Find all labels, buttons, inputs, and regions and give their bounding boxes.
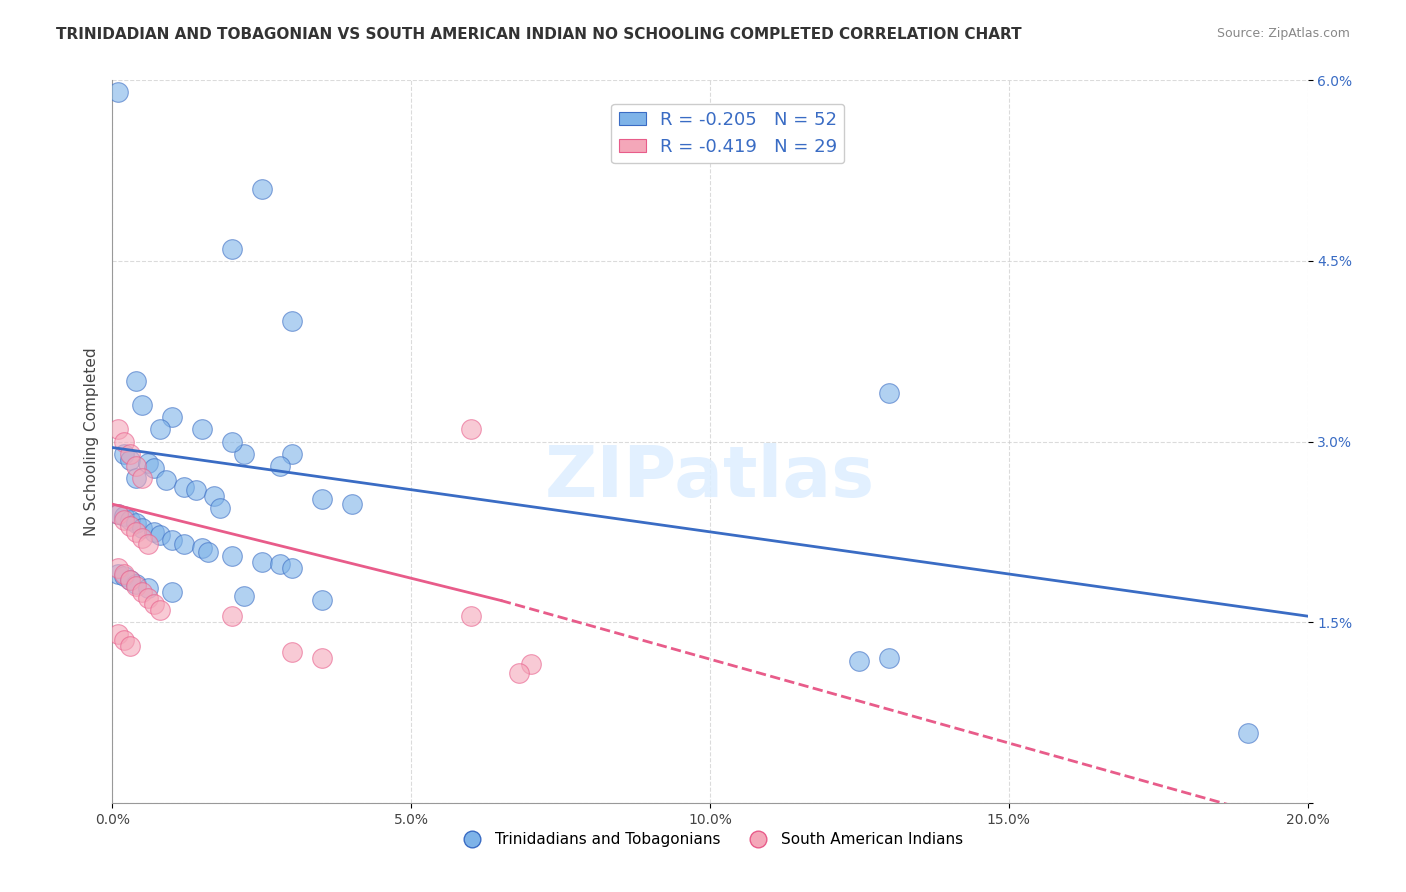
Point [131,398,153,412]
Point [250,182,273,196]
Point [125,374,148,388]
Point [879,386,901,401]
Point [149,422,172,436]
Point [125,576,148,591]
Point [233,446,256,460]
Point [125,579,148,593]
Y-axis label: No Schooling Completed: No Schooling Completed [83,347,98,536]
Point [114,633,135,648]
Point [120,639,142,653]
Point [221,242,243,256]
Point [125,470,148,484]
Point [143,461,166,475]
Point [120,573,142,587]
Text: ZIPatlas: ZIPatlas [546,443,875,512]
Point [162,585,183,599]
Point [281,446,304,460]
Point [269,558,291,572]
Point [120,446,142,460]
Point [107,86,129,100]
Point [508,665,530,680]
Point [162,410,183,425]
Point [202,489,225,503]
Point [186,483,208,497]
Point [120,518,142,533]
Point [173,537,195,551]
Point [131,470,153,484]
Text: TRINIDADIAN AND TOBAGONIAN VS SOUTH AMERICAN INDIAN NO SCHOOLING COMPLETED CORRE: TRINIDADIAN AND TOBAGONIAN VS SOUTH AMER… [56,27,1022,42]
Point [281,314,304,328]
Point [340,497,363,511]
Point [209,500,232,515]
Point [107,627,129,641]
Point [143,597,166,611]
Point [848,654,870,668]
Point [131,521,153,535]
Point [107,567,129,582]
Point [120,452,142,467]
Point [138,537,160,551]
Legend: Trinidadians and Tobagonians, South American Indians: Trinidadians and Tobagonians, South Amer… [450,826,970,853]
Point [107,507,129,521]
Point [311,492,333,507]
Point [149,528,172,542]
Point [221,434,243,449]
Point [250,555,273,569]
Point [125,516,148,531]
Point [520,657,543,672]
Point [138,591,160,605]
Point [460,422,482,436]
Point [120,513,142,527]
Point [120,573,142,587]
Point [311,593,333,607]
Point [197,545,219,559]
Point [221,609,243,624]
Point [311,651,333,665]
Point [269,458,291,473]
Point [107,507,129,521]
Point [131,531,153,545]
Point [460,609,482,624]
Point [149,603,172,617]
Point [107,422,129,436]
Point [138,456,160,470]
Point [233,589,256,603]
Point [162,533,183,548]
Text: Source: ZipAtlas.com: Source: ZipAtlas.com [1216,27,1350,40]
Point [191,541,214,555]
Point [173,480,195,494]
Point [143,524,166,539]
Point [138,582,160,596]
Point [114,567,135,582]
Point [191,422,214,436]
Point [114,509,135,524]
Point [107,561,129,575]
Point [114,434,135,449]
Point [114,569,135,583]
Point [1237,726,1260,740]
Point [281,561,304,575]
Point [131,585,153,599]
Point [221,549,243,563]
Point [281,645,304,659]
Point [155,473,177,487]
Point [114,446,135,460]
Point [114,513,135,527]
Point [125,524,148,539]
Point [125,458,148,473]
Point [879,651,901,665]
